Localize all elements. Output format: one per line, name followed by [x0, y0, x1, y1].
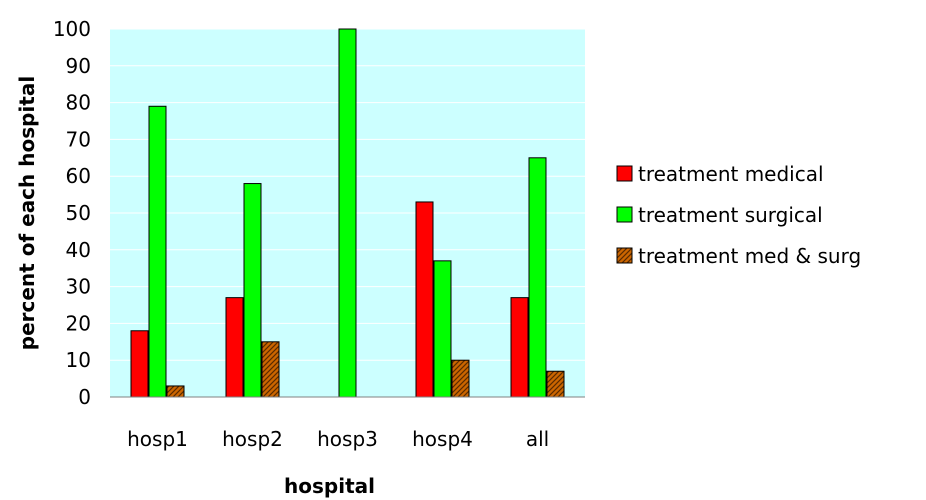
bars — [130, 28, 565, 398]
x-axis-ticks: hosp1 hosp2 hosp3 hosp4 all — [127, 427, 549, 451]
y-tick-label: 90 — [66, 54, 91, 78]
y-tick-label: 70 — [66, 127, 91, 151]
bar-hosp4-series-0 — [415, 201, 434, 398]
legend-swatch — [616, 165, 633, 182]
y-tick-label: 30 — [66, 275, 91, 299]
bar-hosp1-series-1 — [148, 105, 167, 398]
y-axis-ticks: 0 10 20 30 40 50 60 70 80 90 100 — [53, 17, 91, 409]
legend-label: treatment surgical — [638, 203, 823, 227]
bar-hosp2-series-2 — [261, 341, 280, 398]
x-category-label: hosp1 — [127, 427, 188, 451]
x-category-label: hosp2 — [222, 427, 283, 451]
y-tick-label: 50 — [66, 201, 91, 225]
legend-label: treatment med & surg — [638, 244, 861, 268]
bar-all-series-0 — [510, 297, 529, 398]
bar-all-series-2 — [546, 370, 565, 398]
bar-hosp2-series-1 — [243, 183, 262, 398]
bar-hosp1-series-0 — [130, 330, 149, 398]
bar-hosp4-series-2 — [451, 359, 470, 398]
bar-hosp1-series-2 — [166, 385, 185, 398]
y-tick-label: 20 — [66, 311, 91, 335]
legend-swatch — [616, 247, 633, 264]
y-axis-title: percent of each hospital — [15, 76, 39, 350]
y-tick-label: 10 — [66, 348, 91, 372]
y-tick-label: 60 — [66, 164, 91, 188]
legend-swatch — [616, 206, 633, 223]
x-category-label: hosp3 — [317, 427, 378, 451]
bar-hosp2-series-0 — [225, 297, 244, 398]
legend: treatment medical treatment surgical treat… — [616, 162, 861, 268]
x-category-label: all — [526, 427, 549, 451]
y-tick-label: 40 — [66, 238, 91, 262]
bar-all-series-1 — [528, 157, 547, 398]
y-tick-label: 80 — [66, 91, 91, 115]
y-tick-label: 0 — [78, 385, 91, 409]
legend-label: treatment medical — [638, 162, 824, 186]
y-tick-label: 100 — [53, 17, 91, 41]
x-axis-title: hospital — [284, 474, 375, 498]
bar-hosp4-series-1 — [433, 260, 452, 398]
bar-hosp3-series-1 — [338, 28, 357, 398]
x-category-label: hosp4 — [412, 427, 473, 451]
